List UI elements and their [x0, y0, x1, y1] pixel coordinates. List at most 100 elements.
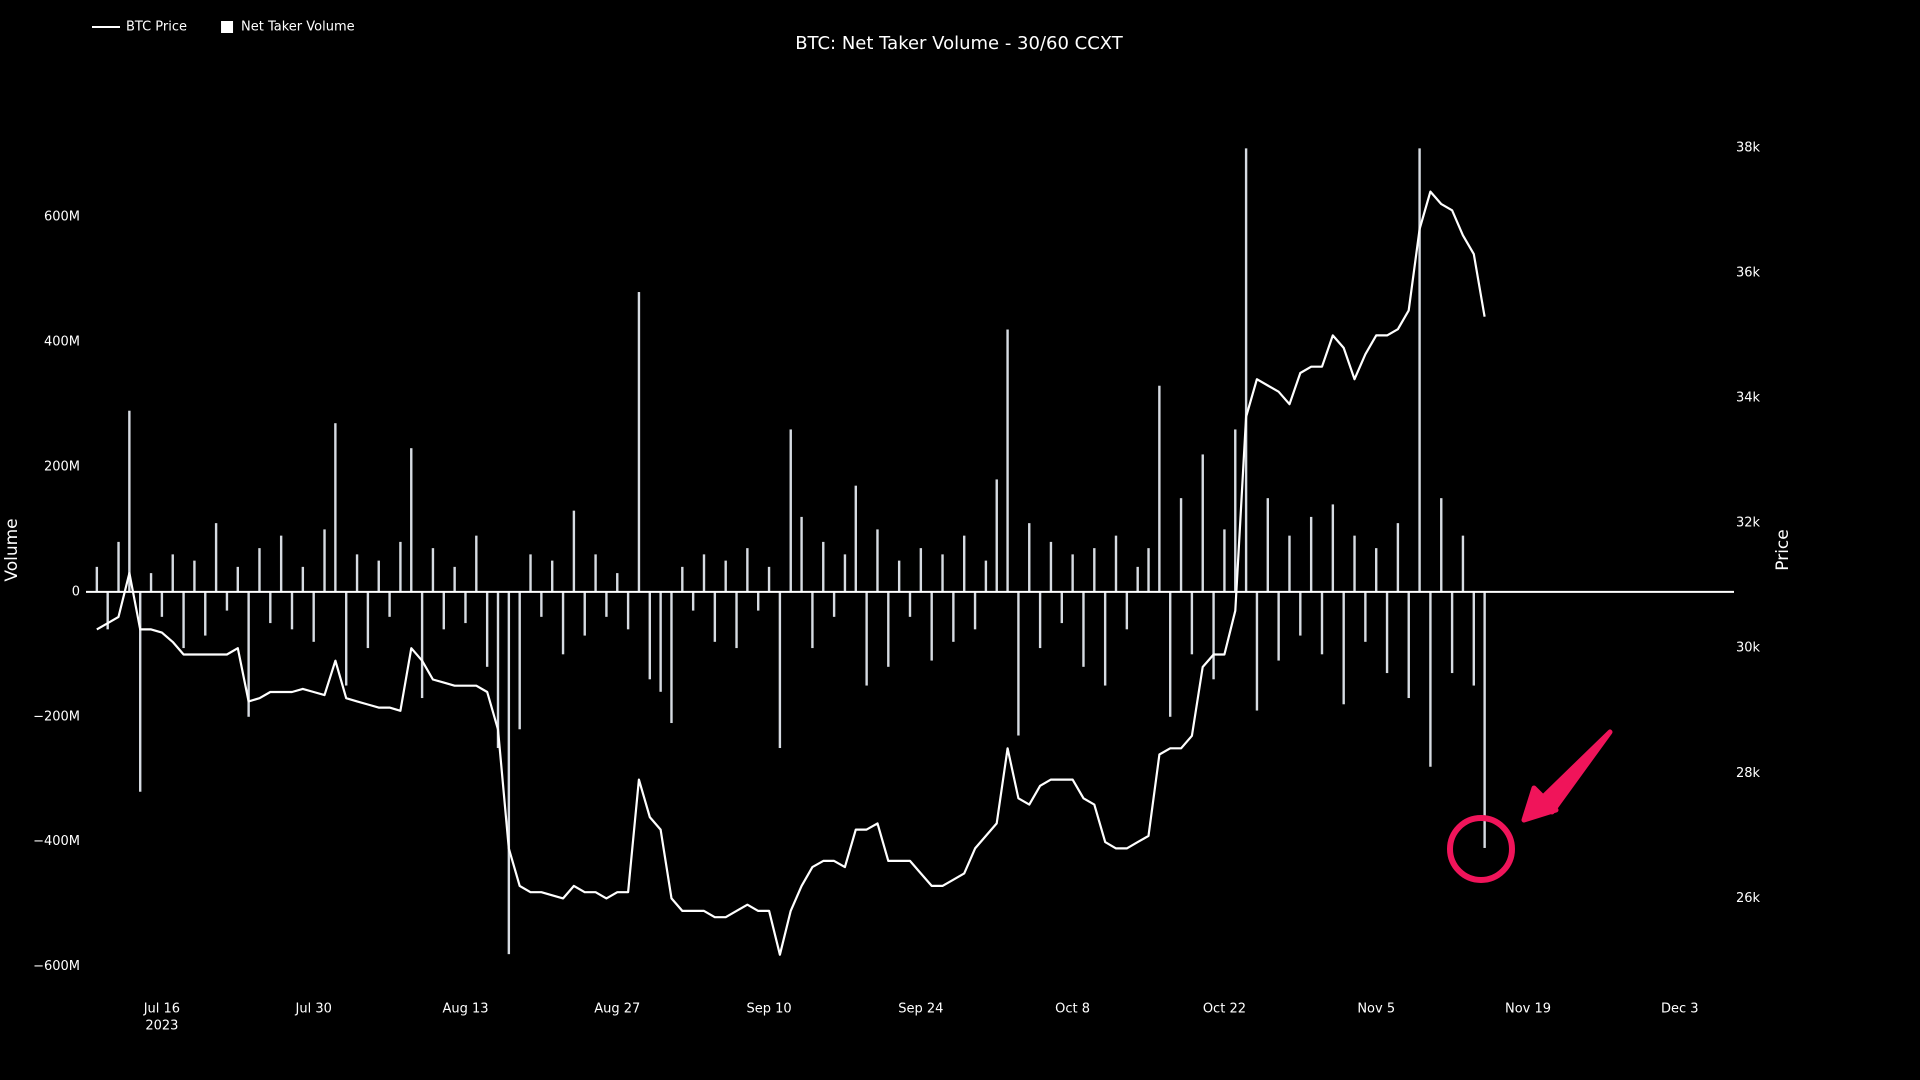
volume-bar: [1342, 591, 1345, 705]
volume-bar: [789, 429, 792, 592]
volume-bar: [1385, 591, 1389, 674]
volume-bar: [431, 548, 435, 592]
volume-bar: [1331, 504, 1335, 592]
y-tick-label: −400M: [33, 834, 80, 849]
volume-bar: [1244, 148, 1248, 592]
y2-axis-title: Price: [1773, 529, 1793, 570]
y-tick-label: 200M: [44, 459, 80, 474]
volume-bar: [572, 510, 576, 592]
y2-tick-label: 26k: [1736, 891, 1761, 906]
volume-bar: [1125, 591, 1129, 630]
volume-bar: [323, 529, 326, 592]
volume-bar: [453, 566, 456, 592]
volume-bar: [1017, 591, 1020, 736]
volume-bar: [1277, 591, 1280, 661]
volume-bar: [301, 566, 305, 592]
volume-bar: [1158, 385, 1161, 592]
volume-bar: [713, 591, 717, 642]
volume-bar: [475, 535, 478, 592]
volume-bar: [1364, 591, 1367, 642]
volume-bar: [702, 554, 706, 592]
x-tick-label: Oct 22: [1203, 1002, 1246, 1017]
volume-bar: [1450, 591, 1454, 674]
volume-bar: [681, 566, 684, 592]
legend-label: BTC Price: [126, 20, 187, 35]
volume-bar: [1407, 591, 1410, 699]
volume-bar: [811, 591, 814, 649]
y2-tick-label: 30k: [1736, 641, 1761, 656]
y2-tick-label: 28k: [1736, 766, 1761, 781]
volume-bar: [1093, 548, 1096, 592]
volume-bar: [887, 591, 890, 667]
volume-bar: [290, 591, 294, 630]
volume-bar: [1472, 591, 1475, 686]
volume-bar: [464, 591, 467, 624]
volume-bar: [399, 541, 402, 592]
volume-bar: [1255, 591, 1259, 711]
chart-title: BTC: Net Taker Volume - 30/60 CCXT: [795, 33, 1124, 54]
volume-bar: [117, 541, 120, 592]
legend: BTC Price Net Taker Volume: [92, 20, 355, 35]
volume-bar: [312, 591, 315, 642]
volume-bar: [269, 591, 272, 624]
volume-bar: [865, 591, 868, 686]
highlight-circle: [1447, 815, 1515, 883]
volume-bar: [1038, 591, 1042, 649]
volume-bar: [778, 591, 782, 749]
volume-bar: [236, 566, 239, 592]
volume-bar: [225, 591, 229, 611]
volume-bar: [95, 566, 99, 592]
volume-bar: [1071, 554, 1074, 592]
volume-bar: [247, 591, 250, 717]
volume-bar: [420, 591, 424, 699]
x-tick-label: Dec 3: [1661, 1002, 1699, 1017]
volume-bar: [800, 516, 803, 592]
x-tick-label: Sep 24: [898, 1002, 943, 1017]
bar-layer: [95, 148, 1486, 955]
volume-bar: [1288, 535, 1291, 592]
volume-bar: [908, 591, 912, 617]
volume-bar: [160, 591, 164, 617]
volume-bar: [551, 560, 554, 592]
y-axis-title: Volume: [2, 518, 22, 581]
volume-bar: [540, 591, 543, 617]
volume-bar: [995, 479, 998, 592]
volume-bar: [529, 554, 532, 592]
volume-bar: [746, 548, 749, 592]
y2-tick-label: 32k: [1736, 516, 1761, 531]
volume-bar: [1169, 591, 1172, 717]
y2-tick-label: 34k: [1736, 390, 1761, 405]
volume-bar: [182, 591, 185, 649]
volume-bar: [1353, 535, 1356, 592]
volume-bar: [279, 535, 283, 592]
price-line: [96, 190, 1486, 956]
volume-bar: [1179, 498, 1183, 592]
x-tick-label: Sep 10: [746, 1002, 791, 1017]
y-tick-label: 600M: [44, 210, 80, 225]
volume-bar: [204, 591, 207, 636]
volume-bar: [735, 591, 738, 649]
volume-bar: [1320, 591, 1324, 655]
volume-bar: [1190, 591, 1194, 655]
volume-bar: [1418, 148, 1421, 592]
volume-bar: [963, 535, 966, 592]
volume-bar: [139, 591, 142, 792]
volume-bar: [1234, 429, 1237, 592]
volume-bar: [1375, 548, 1378, 592]
volume-bar: [648, 591, 651, 680]
volume-bar: [1396, 523, 1400, 592]
x-year-label: 2023: [145, 1019, 178, 1034]
volume-bar: [1049, 541, 1053, 592]
volume-bar: [1060, 591, 1063, 624]
x-tick-label: Jul 30: [295, 1002, 332, 1017]
volume-bar: [832, 591, 836, 617]
volume-bar: [670, 591, 673, 724]
volume-bar: [149, 573, 153, 592]
volume-bar: [930, 591, 933, 661]
volume-bar: [1429, 591, 1432, 767]
volume-bar: [1440, 498, 1443, 592]
volume-bar: [691, 591, 695, 611]
volume-bar: [518, 591, 521, 730]
volume-bar: [355, 554, 359, 592]
volume-bar: [258, 548, 261, 592]
